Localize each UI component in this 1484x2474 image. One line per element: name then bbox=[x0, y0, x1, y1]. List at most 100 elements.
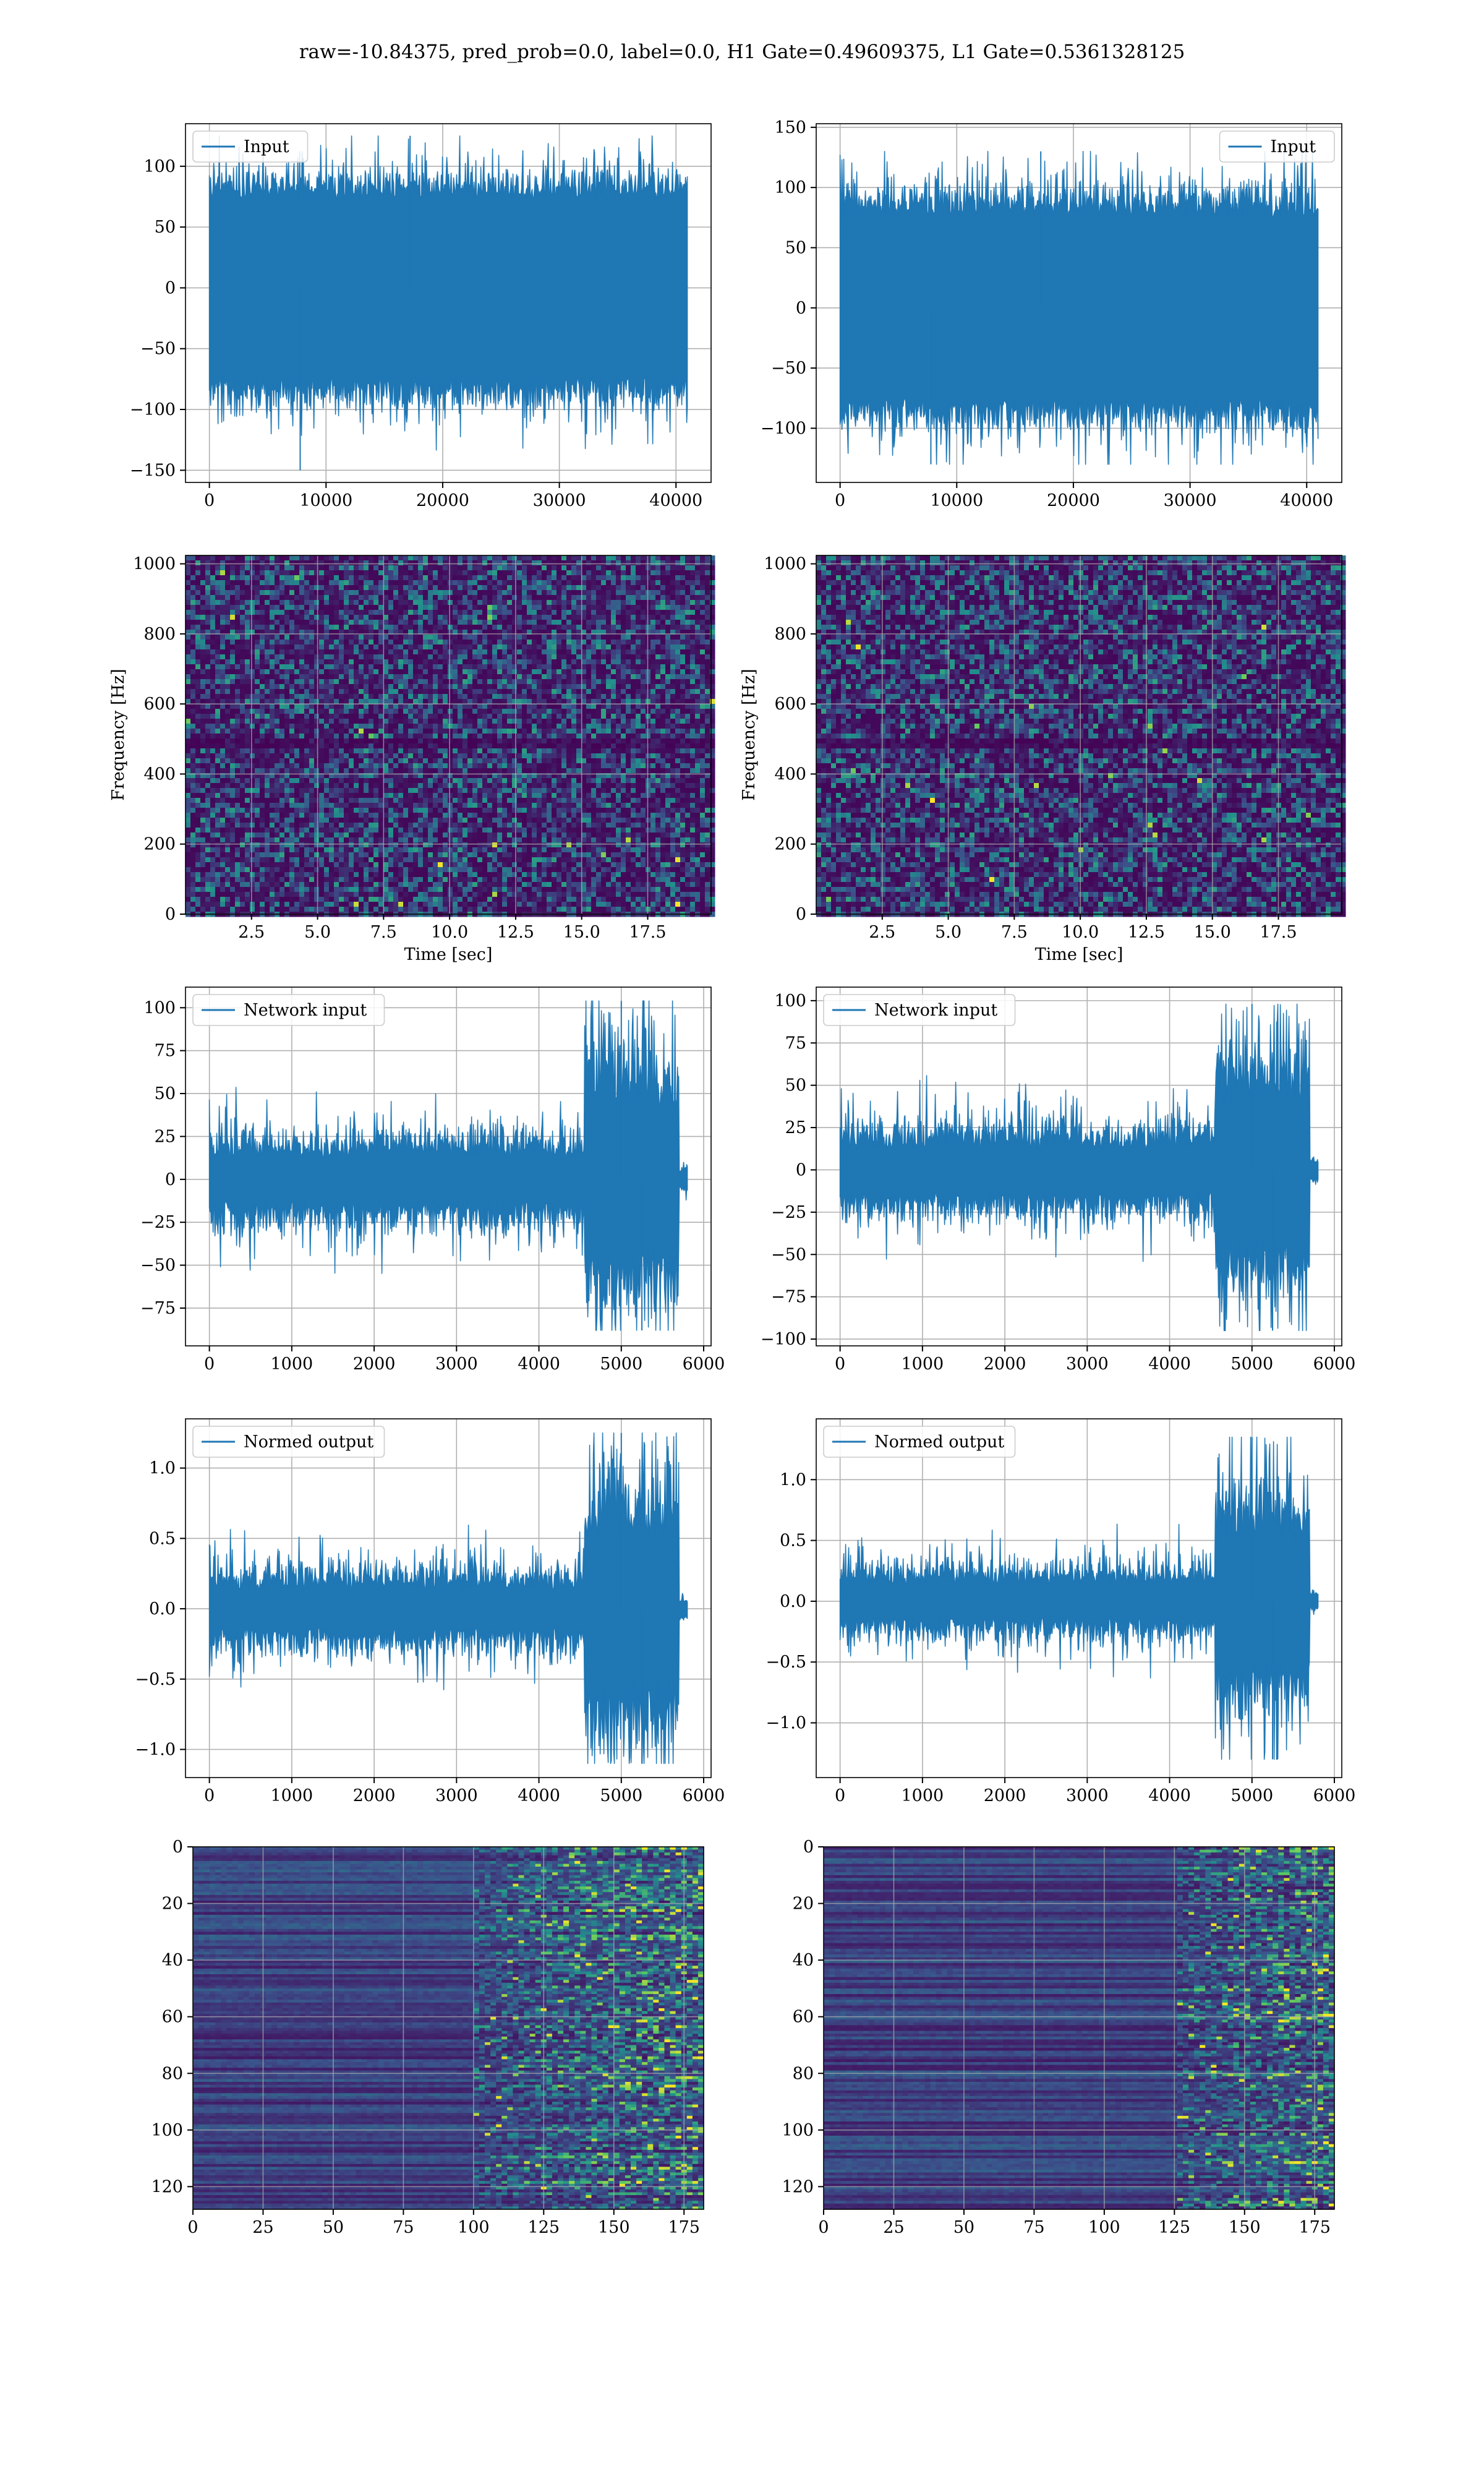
h1-spectrogram-cell bbox=[522, 570, 527, 576]
h1-spectrogram-cell bbox=[279, 560, 285, 566]
h1-spectrogram-cell bbox=[487, 724, 493, 729]
h1-spectrogram-cell bbox=[270, 669, 275, 675]
l1-input-legend: Input bbox=[1220, 131, 1335, 162]
h1-spectrogram-cell bbox=[458, 575, 463, 581]
h1-spectrogram-cell bbox=[299, 575, 305, 581]
h1-spectrogram-cell bbox=[458, 640, 463, 645]
h1-spectrogram-cell bbox=[690, 555, 696, 561]
h1-spectrogram-cell bbox=[458, 560, 463, 566]
h1-spectrogram-cell bbox=[359, 704, 364, 709]
h1-spectrogram-cell bbox=[388, 580, 394, 586]
h1-spectrogram-cell bbox=[556, 580, 562, 586]
h1-spectrogram-cell bbox=[299, 654, 305, 660]
h1-spectrogram-cell bbox=[334, 719, 339, 724]
h1-spectrogram-cell bbox=[527, 570, 532, 576]
h1-spectrogram-cell bbox=[675, 719, 681, 724]
h1-spectrogram-cell bbox=[294, 640, 300, 645]
h1-spectrogram-cell bbox=[314, 635, 320, 640]
h1-spectrogram-cell bbox=[467, 640, 473, 645]
h1-spectrogram-cell bbox=[517, 565, 522, 571]
h1-spectrogram-cell bbox=[527, 565, 532, 571]
h1-spectrogram-cell bbox=[463, 575, 468, 581]
h1-spectrogram-cell bbox=[626, 659, 631, 665]
h1-spectrogram-cell bbox=[289, 605, 295, 610]
h1-spectrogram-cell bbox=[195, 684, 201, 690]
h1-spectrogram-cell bbox=[220, 679, 226, 685]
h1-spectrogram-cell bbox=[566, 555, 572, 561]
h1-spectrogram-cell bbox=[225, 560, 231, 566]
h1-spectrogram-cell bbox=[482, 709, 488, 714]
h1-spectrogram-cell bbox=[517, 694, 522, 700]
h1-spectrogram-cell bbox=[556, 724, 562, 729]
h1-spectrogram-cell bbox=[403, 659, 409, 665]
h1-spectrogram-cell bbox=[235, 674, 241, 680]
h1-spectrogram-cell bbox=[265, 610, 270, 615]
h1-spectrogram-cell bbox=[423, 664, 429, 670]
h1-spectrogram-cell bbox=[195, 679, 201, 685]
h1-spectrogram-cell bbox=[621, 664, 626, 670]
h1-spectrogram-cell bbox=[398, 620, 404, 625]
h1-spectrogram-cell bbox=[186, 620, 191, 625]
h1-spectrogram-cell bbox=[502, 699, 508, 704]
h1-spectrogram-cell bbox=[190, 699, 196, 704]
h1-spectrogram-cell bbox=[517, 595, 522, 601]
h1-spectrogram-cell bbox=[388, 684, 394, 690]
h1-spectrogram-cell bbox=[388, 654, 394, 660]
h1-spectrogram-cell bbox=[344, 635, 349, 640]
h1-spectrogram-cell bbox=[596, 664, 602, 670]
h1-spectrogram-cell bbox=[388, 590, 394, 596]
h1-spectrogram-cell bbox=[383, 595, 389, 601]
h1-spectrogram-cell bbox=[304, 610, 310, 615]
h1-spectrogram-cell bbox=[225, 669, 231, 675]
h1-spectrogram-cell bbox=[265, 595, 270, 601]
h1-spectrogram-cell bbox=[423, 709, 429, 714]
h1-spectrogram-cell bbox=[388, 605, 394, 610]
h1-spectrogram-cell bbox=[601, 684, 607, 690]
h1-spectrogram-cell bbox=[364, 704, 369, 709]
h1-spectrogram-cell bbox=[670, 610, 676, 615]
h1-spectrogram-cell bbox=[359, 664, 364, 670]
h1-spectrogram-cell bbox=[393, 649, 399, 655]
h1-spectrogram-cell bbox=[636, 615, 641, 620]
h1-spectrogram-cell bbox=[364, 560, 369, 566]
h1-spectrogram-cell bbox=[537, 659, 542, 665]
h1-spectrogram-cell bbox=[472, 570, 478, 576]
h1-spectrogram-cell bbox=[339, 709, 344, 714]
h1-spectrogram-cell bbox=[418, 704, 424, 709]
h1-spectrogram-cell bbox=[616, 659, 621, 665]
h1-spectrogram-cell bbox=[240, 580, 245, 586]
h1-spectrogram-cell bbox=[517, 704, 522, 709]
h1-spectrogram-cell bbox=[334, 714, 339, 719]
h1-spectrogram-cell bbox=[626, 595, 631, 601]
h1-spectrogram-cell bbox=[235, 595, 241, 601]
h1-spectrogram-cell bbox=[364, 659, 369, 665]
h1-spectrogram-cell bbox=[537, 679, 542, 685]
h1-spectrogram-cell bbox=[670, 684, 676, 690]
h1-spectrogram-cell bbox=[260, 709, 265, 714]
h1-spectrogram-cell bbox=[453, 679, 458, 685]
h1-spectrogram-cell bbox=[527, 704, 532, 709]
h1-spectrogram-cell bbox=[655, 664, 661, 670]
h1-spectrogram-cell bbox=[289, 580, 295, 586]
h1-spectrogram-cell bbox=[408, 640, 414, 645]
h1-spectrogram-cell bbox=[245, 654, 250, 660]
h1-spectrogram-cell bbox=[220, 704, 226, 709]
h1-spectrogram-cell bbox=[453, 654, 458, 660]
h1-spectrogram-cell bbox=[453, 565, 458, 571]
h1-spectrogram-cell bbox=[438, 654, 443, 660]
h1-spectrogram-cell bbox=[695, 625, 701, 630]
h1-spectrogram-cell bbox=[492, 640, 498, 645]
h1-spectrogram-cell bbox=[418, 570, 424, 576]
h1-spectrogram-cell bbox=[334, 679, 339, 685]
h1-spectrogram-cell bbox=[665, 595, 671, 601]
h1-spectrogram-cell bbox=[339, 585, 344, 591]
h1-spectrogram-cell bbox=[695, 704, 701, 709]
h1-spectrogram-cell bbox=[359, 719, 364, 724]
h1-spectrogram-cell bbox=[537, 585, 542, 591]
h1-spectrogram-cell bbox=[433, 709, 438, 714]
h1-spectrogram-cell bbox=[284, 555, 290, 561]
h1-spectrogram-cell bbox=[235, 654, 241, 660]
h1-spectrogram-cell bbox=[552, 684, 557, 690]
h1-spectrogram-cell bbox=[289, 595, 295, 601]
h1-spectrogram-cell bbox=[369, 600, 374, 606]
